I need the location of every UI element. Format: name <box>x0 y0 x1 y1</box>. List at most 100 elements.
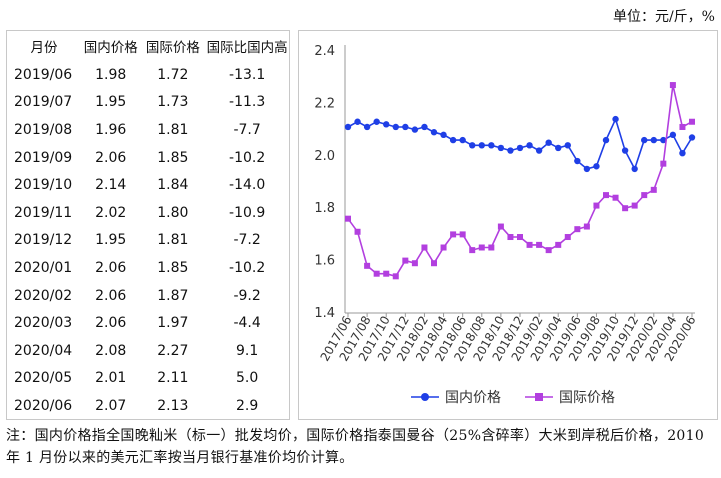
table-row: 2020/02 2.06 1.87 -9.2 <box>7 282 289 310</box>
data-point <box>669 82 676 89</box>
data-point <box>650 186 657 193</box>
data-point <box>421 244 428 251</box>
price-line-chart: 1.41.61.82.02.22.42017/062017/082017/102… <box>314 44 698 406</box>
data-point <box>373 270 380 277</box>
data-point <box>631 165 638 173</box>
data-point <box>679 149 686 157</box>
table-cell: 2.11 <box>157 370 189 387</box>
data-point <box>430 129 438 136</box>
data-point <box>555 144 562 152</box>
table-cell: 1.98 <box>95 66 127 83</box>
table-cell: 1.87 <box>157 287 189 304</box>
table-cell: -14.0 <box>229 177 266 194</box>
table-cell: 2.07 <box>95 397 127 414</box>
data-point <box>583 223 590 230</box>
data-point <box>612 194 619 201</box>
table-cell: 1.72 <box>157 66 189 83</box>
table-cell: -9.2 <box>233 287 261 304</box>
table-cell: 2020/01 <box>14 259 73 276</box>
table-cell: 2.9 <box>236 397 259 414</box>
data-point <box>488 244 495 251</box>
table-row: 2020/05 2.01 2.11 5.0 <box>7 365 289 393</box>
table-cell: -4.4 <box>233 315 261 332</box>
data-point <box>688 134 696 141</box>
table-cell: 2.02 <box>95 204 127 221</box>
data-point <box>392 273 399 280</box>
data-point <box>497 144 505 152</box>
data-point <box>641 136 648 144</box>
price-table-panel: 月份 国内价格 国际价格 国际比国内高 2019/06 1.98 1.72 -13.1 201… <box>6 30 290 420</box>
table-row: 2020/06 2.07 2.13 2.9 <box>7 392 289 420</box>
data-point <box>411 260 418 267</box>
table-cell: 2020/06 <box>14 397 73 414</box>
footnote: 注：国内价格指全国晚籼米（标一）批发均价，国际价格指泰国曼谷（25%含碎率）大米… <box>6 428 705 466</box>
table-cell: 2020/05 <box>14 370 73 387</box>
table-cell: 2020/02 <box>14 287 73 304</box>
data-point <box>440 244 447 251</box>
table-cell: 2.06 <box>95 315 127 332</box>
data-point <box>602 136 610 144</box>
data-point <box>536 241 543 248</box>
data-point <box>383 270 390 277</box>
data-point <box>497 223 504 230</box>
data-point <box>526 142 533 149</box>
table-cell: 2019/12 <box>14 232 73 249</box>
table-cell: -11.3 <box>229 94 266 111</box>
unit-label: 单位：元/斤，% <box>612 9 715 25</box>
data-point <box>449 136 457 144</box>
data-point <box>478 244 485 251</box>
data-point <box>583 165 591 173</box>
data-point <box>621 147 629 154</box>
data-point <box>373 118 380 125</box>
price-chart-panel: 1.4 1.6 1.8 2.0 2.2 2.4 2017/06 2017/08 2017/10 2… <box>298 30 718 420</box>
table-row: 2019/12 1.95 1.81 -7.2 <box>7 227 289 255</box>
table-cell: -10.2 <box>229 259 266 276</box>
data-point <box>669 131 677 139</box>
legend-label: 国际价格 <box>559 390 615 406</box>
table-row: 2019/07 1.95 1.73 -11.3 <box>7 89 289 117</box>
legend-marker <box>421 393 429 401</box>
data-point <box>516 144 524 152</box>
price-table: 月份 国内价格 国际价格 国际比国内高 2019/06 1.98 1.72 -13.1 201… <box>7 31 289 420</box>
data-point <box>431 260 437 267</box>
data-point <box>622 205 629 212</box>
table-row: 2019/09 2.06 1.85 -10.2 <box>7 144 289 172</box>
table-header-cell: 国内价格 <box>83 40 138 56</box>
data-point <box>402 257 409 264</box>
table-row: 2020/03 2.06 1.97 -4.4 <box>7 309 289 337</box>
data-point <box>660 160 667 167</box>
table-cell: 2019/08 <box>14 121 73 138</box>
table-row: 2019/06 1.98 1.72 -13.1 <box>7 61 289 89</box>
data-point <box>392 123 399 131</box>
data-point <box>545 139 552 146</box>
data-point <box>354 228 361 235</box>
legend-label: 国内价格 <box>445 390 501 406</box>
table-cell: 1.73 <box>157 94 189 111</box>
y-tick-label: 1.8 <box>314 201 335 216</box>
data-point <box>402 123 409 131</box>
table-row: 2019/08 1.96 1.81 -7.7 <box>7 116 289 144</box>
table-cell: 1.84 <box>157 177 189 194</box>
data-point <box>411 126 419 133</box>
table-row: 2020/04 2.08 2.27 9.1 <box>7 337 289 365</box>
data-point <box>469 142 476 149</box>
data-point <box>507 234 514 241</box>
table-cell: 2019/09 <box>14 149 73 166</box>
series-line <box>347 84 693 278</box>
table-cell: 1.96 <box>95 121 127 138</box>
data-point <box>545 247 552 254</box>
series-line <box>347 116 693 171</box>
table-row: 2019/11 2.02 1.80 -10.9 <box>7 199 289 227</box>
data-point <box>364 262 371 269</box>
table-cell: 2020/04 <box>14 342 73 359</box>
data-point <box>363 123 371 131</box>
data-point <box>679 123 686 130</box>
data-point <box>459 136 466 144</box>
data-point <box>383 121 390 128</box>
data-point <box>593 163 600 170</box>
data-point <box>507 147 514 154</box>
data-point <box>488 142 495 149</box>
data-point <box>660 136 667 144</box>
data-point <box>421 123 428 131</box>
data-point <box>459 231 466 238</box>
